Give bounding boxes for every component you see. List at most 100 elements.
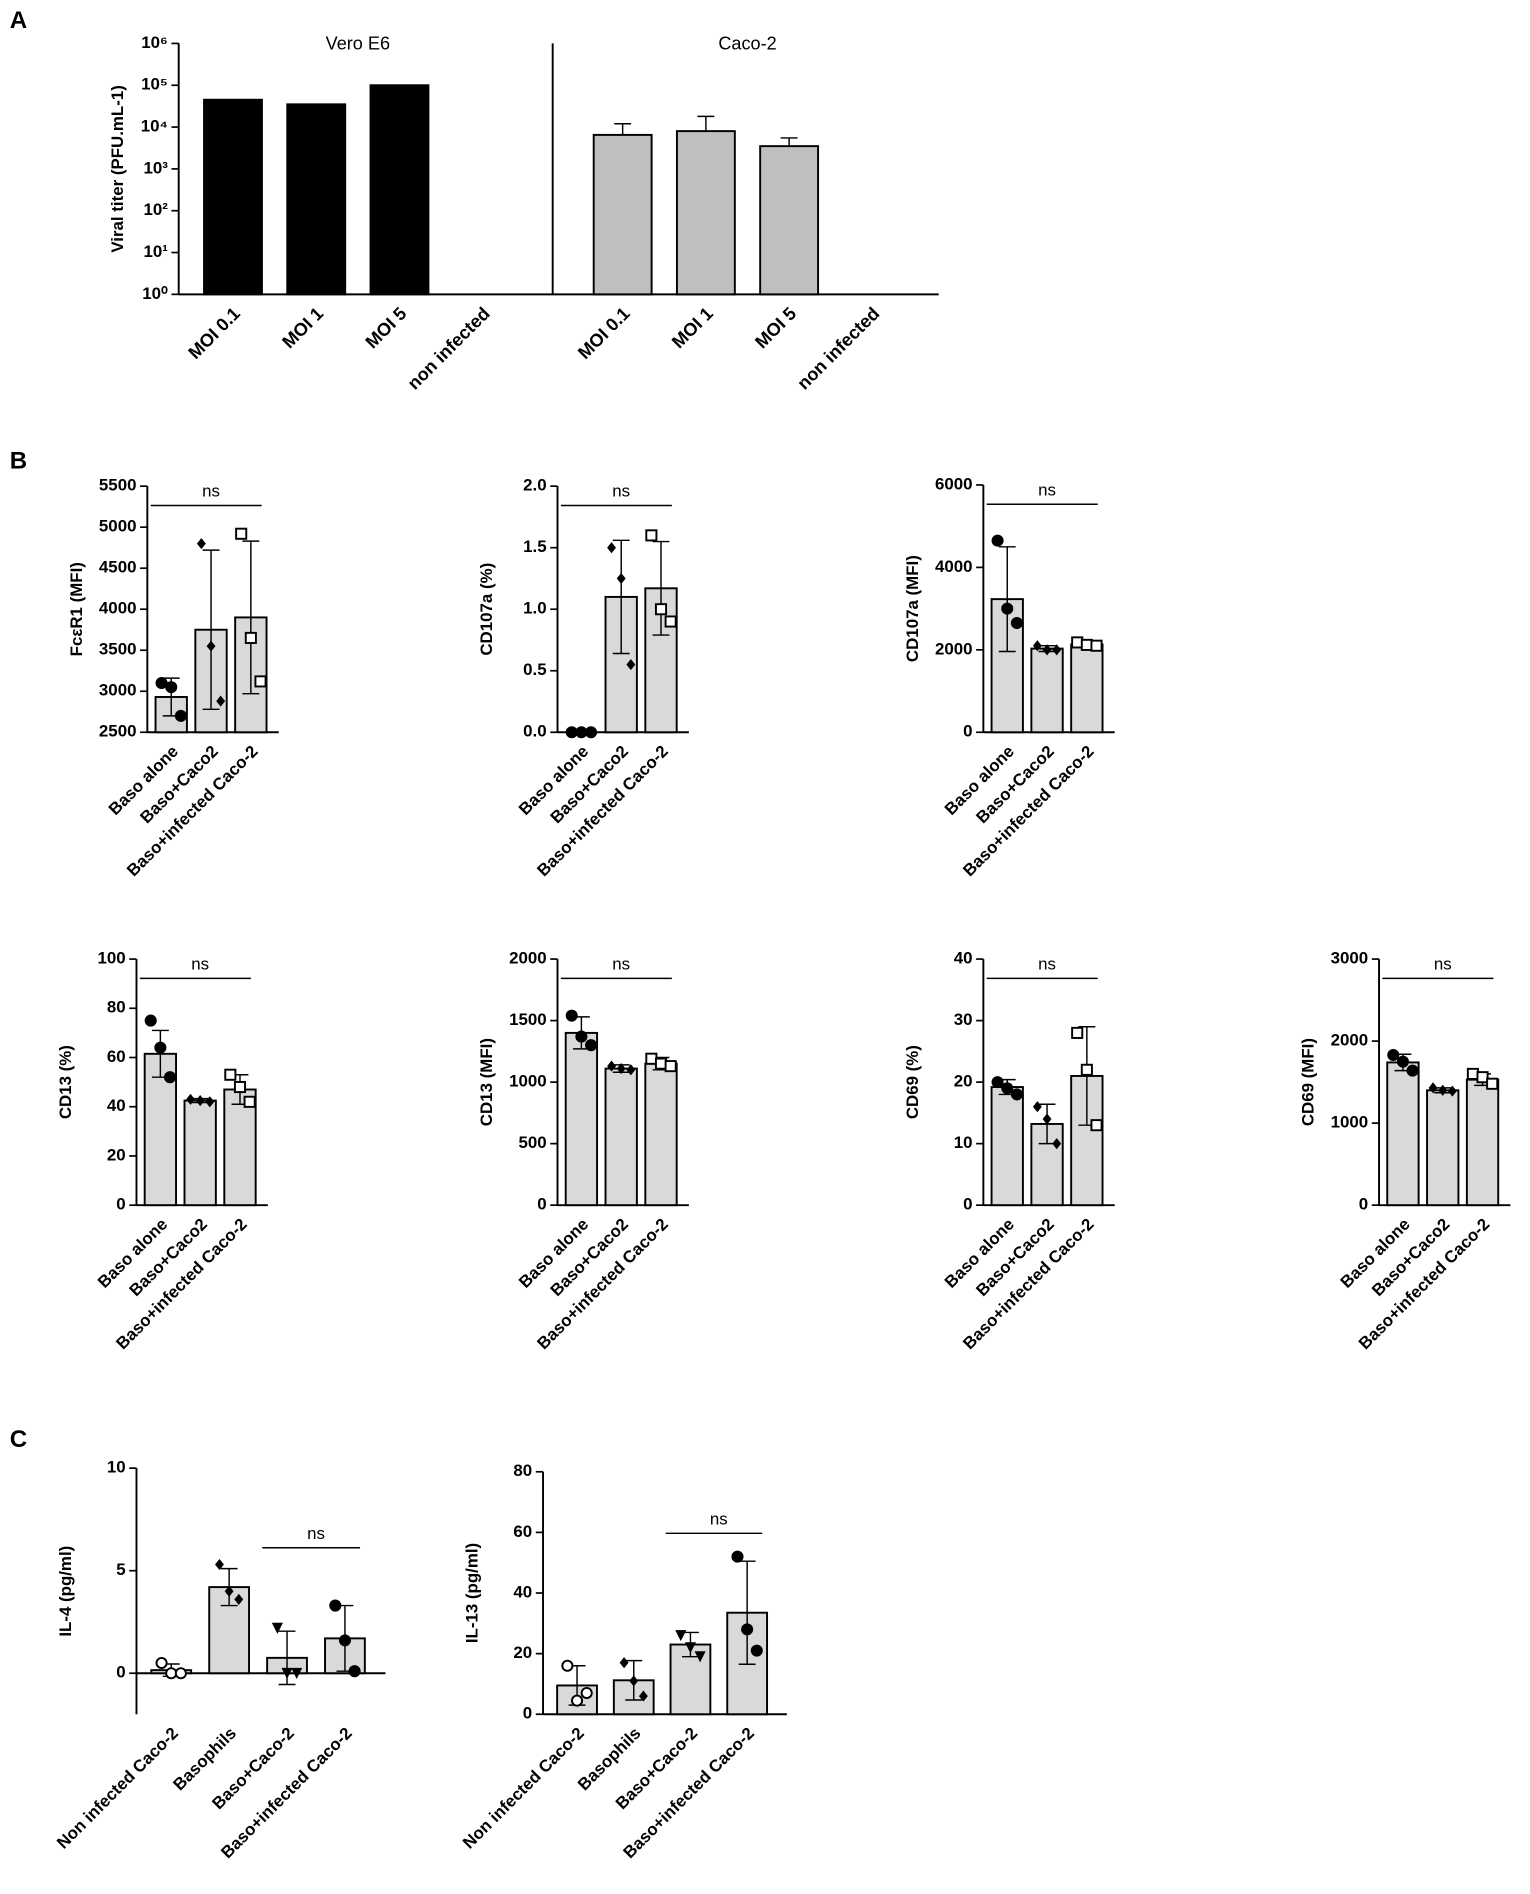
comparison-label: ns [612,955,630,974]
data-point [233,1081,247,1094]
bar [1465,1078,1500,1207]
comparison-label: ns [307,1524,325,1543]
y-tick-label: 10⁰ [142,284,168,303]
y-tick-label: 5000 [99,517,137,536]
group-label: Vero E6 [326,33,390,53]
y-tick-label: 0.0 [523,722,546,741]
data-point [271,1622,283,1634]
bar [990,1086,1024,1207]
x-tick-label: MOI 0.1 [574,303,634,363]
y-tick-label: 80 [513,1461,532,1480]
data-point [561,1659,574,1672]
data-point [1466,1067,1479,1080]
data-point [638,1690,648,1702]
y-tick-label: 40 [107,1096,126,1115]
y-tick-label: 20 [513,1643,532,1662]
data-point [1428,1082,1438,1094]
y-tick-label: 1.0 [523,599,546,618]
bar [759,145,820,296]
y-axis-label: CD13 (%) [56,1045,75,1119]
y-tick-label: 10² [143,200,168,219]
y-tick-label: 1500 [509,1010,547,1029]
bar [223,1088,257,1207]
bar [183,1099,217,1207]
y-tick-label: 2.0 [523,476,546,495]
data-point [1486,1077,1499,1090]
data-point [1080,1063,1093,1076]
group-label: Caco-2 [718,33,776,53]
y-tick-label: 4000 [935,557,973,576]
data-point [154,1041,167,1054]
y-tick-label: 6000 [935,474,973,493]
data-point [629,1675,639,1687]
data-point [195,1095,205,1107]
data-point [580,1687,593,1700]
data-point [585,726,598,739]
data-point [664,1060,677,1073]
bar [203,98,263,296]
data-point [1396,1055,1409,1068]
y-tick-label: 10¹ [143,242,168,261]
y-tick-label: 2000 [1331,1031,1369,1050]
y-tick-label: 4500 [99,558,137,577]
y-tick-label: 60 [513,1522,532,1541]
data-point [244,631,257,644]
y-tick-label: 40 [513,1582,532,1601]
bar [604,1067,638,1207]
panel-label: B [10,447,27,474]
comparison-label: ns [202,482,220,501]
data-point [1090,1119,1103,1132]
data-point [174,1667,187,1680]
data-point [1071,636,1084,649]
data-point [338,1634,351,1647]
x-tick-label: MOI 1 [668,303,717,352]
y-tick-label: 2000 [509,949,547,968]
y-tick-label: 1000 [509,1072,547,1091]
bar [1030,647,1064,734]
y-tick-label: 3000 [1331,949,1369,968]
data-point [1406,1064,1419,1077]
y-axis-label: CD13 (MFI) [477,1038,496,1126]
x-tick-label: MOI 1 [278,303,327,352]
data-point [654,603,668,616]
data-point [626,1064,636,1076]
data-point [645,529,658,542]
data-point [144,1014,157,1027]
data-point [1032,640,1042,652]
y-tick-label: 1000 [1331,1113,1369,1132]
y-tick-label: 0 [523,1704,532,1723]
data-point [1042,644,1052,656]
data-point [186,1093,195,1105]
y-tick-label: 2000 [935,639,973,658]
data-point [645,1052,658,1065]
y-axis-label: CD107a (MFI) [903,555,922,662]
comparison-label: ns [1434,955,1452,974]
y-tick-label: 10⁶ [141,33,168,52]
data-point [684,1642,697,1654]
x-tick-label: non infected [793,303,883,393]
y-tick-label: 10 [107,1458,126,1477]
bar [1070,643,1104,734]
y-tick-label: 5 [116,1560,125,1579]
data-point [216,695,226,707]
data-point [155,677,168,690]
bar [564,1031,599,1207]
data-point [205,1096,215,1108]
data-point [619,1657,629,1669]
comparison-label: ns [710,1509,728,1528]
data-point [348,1665,361,1678]
data-point [243,1095,256,1108]
y-tick-label: 100 [97,949,125,968]
data-point [224,1068,237,1081]
data-point [565,726,578,739]
data-point [741,1623,754,1636]
x-tick-label: non infected [404,303,494,393]
data-point [291,1667,303,1679]
y-tick-label: 0 [116,1663,125,1682]
data-point [1052,644,1062,656]
data-point [215,1558,224,1571]
data-point [626,659,636,671]
y-axis-label: IL-4 (pg/ml) [56,1546,75,1637]
data-point [565,1009,578,1022]
